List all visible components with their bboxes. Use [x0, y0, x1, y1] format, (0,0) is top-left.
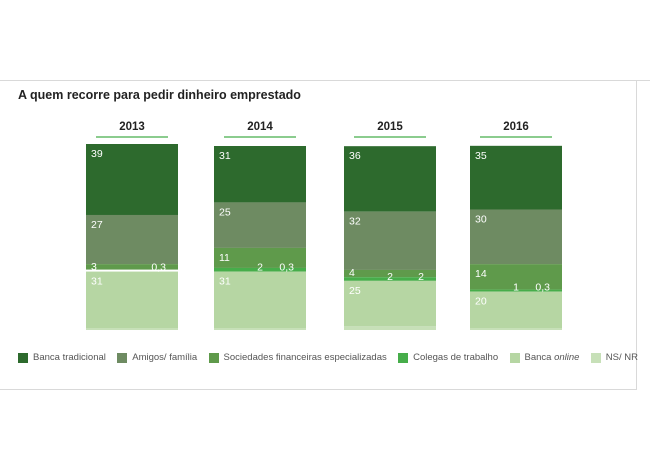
legend-item-ns-nr: NS/ NR	[590, 352, 638, 363]
value-label-2014-3: 2	[257, 262, 263, 274]
legend: Banca tradicional Amigos/ família Socied…	[18, 352, 638, 363]
legend-swatch	[208, 352, 219, 363]
bottom-frame-line	[0, 389, 637, 390]
value-label-2015-0: 36	[349, 150, 361, 162]
bar-segment-2016-4	[470, 291, 562, 328]
bar-segment-2014-1	[214, 202, 306, 248]
value-label-2013-5: 0,3	[151, 262, 166, 274]
value-label-2014-5: 0,3	[279, 262, 294, 274]
legend-swatch	[509, 352, 520, 363]
value-label-2013-0: 39	[91, 148, 103, 160]
legend-label: Banca online	[524, 352, 580, 363]
bar-segment-2013-5	[86, 328, 178, 330]
bar-segment-2016-0	[470, 145, 562, 210]
value-label-2014-4: 31	[219, 276, 231, 288]
legend-swatch	[18, 352, 28, 363]
bar-segment-2015-3	[344, 277, 436, 281]
top-frame-line	[0, 80, 650, 81]
bar-segment-2016-2	[470, 264, 562, 290]
legend-swatch	[590, 352, 601, 363]
value-label-2014-2: 11	[219, 252, 230, 264]
bar-segment-2013-0	[86, 144, 178, 215]
value-label-2015-4: 25	[349, 285, 361, 297]
bar-segment-2013-2	[86, 264, 178, 270]
legend-swatch	[398, 352, 409, 363]
right-frame-line	[636, 80, 637, 390]
bar-segment-2014-2	[214, 247, 306, 268]
bar-segment-2014-3	[214, 267, 306, 272]
bar-segment-2014-5	[214, 328, 306, 330]
bar-segment-2014-0	[214, 146, 306, 203]
chart-title: A quem recorre para pedir dinheiro empre…	[18, 88, 301, 102]
legend-item-banca-online: Banca online	[509, 352, 580, 363]
legend-item-banca-tradicional: Banca tradicional	[18, 352, 106, 363]
value-label-2016-2: 14	[475, 268, 487, 280]
value-label-2015-1: 32	[349, 216, 361, 228]
year-label-2016: 2016	[503, 121, 529, 133]
value-label-2016-5: 0,3	[535, 282, 550, 294]
value-label-2014-1: 25	[219, 206, 231, 218]
bar-segment-2014-4	[214, 271, 306, 328]
value-label-2014-0: 31	[219, 150, 231, 162]
bar-segment-2013-4	[86, 271, 178, 328]
value-label-2016-0: 35	[475, 150, 487, 162]
legend-label: Sociedades financeiras especializadas	[223, 352, 387, 363]
bar-segment-2015-0	[344, 146, 436, 212]
bar-segment-2015-5	[344, 326, 436, 330]
legend-item-sociedades-financeiras: Sociedades financeiras especializadas	[208, 352, 387, 363]
legend-item-colegas-de-trabalho: Colegas de trabalho	[398, 352, 498, 363]
value-label-2013-1: 27	[91, 219, 103, 231]
bar-segment-2016-1	[470, 209, 562, 265]
bar-segment-2016-5	[470, 328, 562, 330]
value-label-2016-1: 30	[475, 214, 487, 226]
bar-segment-2013-1	[86, 214, 178, 265]
year-label-2013: 2013	[119, 121, 145, 133]
year-label-2014: 2014	[247, 121, 273, 133]
legend-label: Colegas de trabalho	[413, 352, 499, 363]
legend-item-amigos-familia: Amigos/ família	[117, 352, 197, 363]
year-label-2015: 2015	[377, 121, 403, 133]
value-label-2015-3: 2	[387, 271, 393, 283]
legend-label: NS/ NR	[605, 352, 638, 363]
value-label-2015-2: 4	[349, 267, 355, 279]
bar-segment-2015-2	[344, 269, 436, 278]
value-label-2013-2: 3	[91, 261, 97, 273]
bar-segment-2016-3	[470, 289, 562, 292]
legend-label: Banca tradicional	[33, 352, 106, 363]
bar-segment-2015-4	[344, 280, 436, 327]
legend-swatch	[117, 352, 128, 363]
value-label-2016-3: 1	[513, 282, 519, 294]
value-label-2013-4: 31	[91, 276, 103, 288]
value-label-2015-5: 2	[418, 271, 424, 283]
bar-segment-2015-1	[344, 211, 436, 270]
legend-label: Amigos/ família	[132, 352, 198, 363]
value-label-2016-4: 20	[475, 296, 487, 308]
